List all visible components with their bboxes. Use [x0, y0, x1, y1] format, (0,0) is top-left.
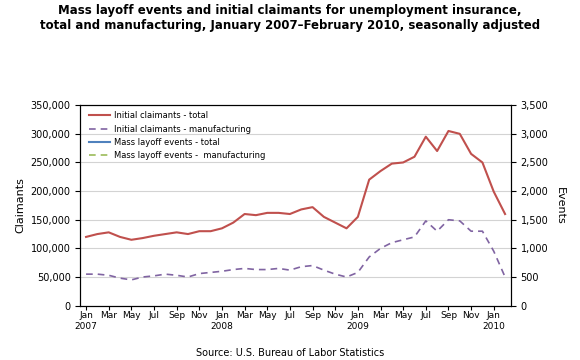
- Y-axis label: Events: Events: [555, 186, 565, 224]
- Y-axis label: Claimants: Claimants: [15, 177, 25, 233]
- Legend: Initial claimants - total, Initial claimants - manufacturing, Mass layoff events: Initial claimants - total, Initial claim…: [89, 111, 265, 160]
- Text: Source: U.S. Bureau of Labor Statistics: Source: U.S. Bureau of Labor Statistics: [196, 348, 384, 359]
- Text: Mass layoff events and initial claimants for unemployment insurance,
total and m: Mass layoff events and initial claimants…: [40, 4, 540, 32]
